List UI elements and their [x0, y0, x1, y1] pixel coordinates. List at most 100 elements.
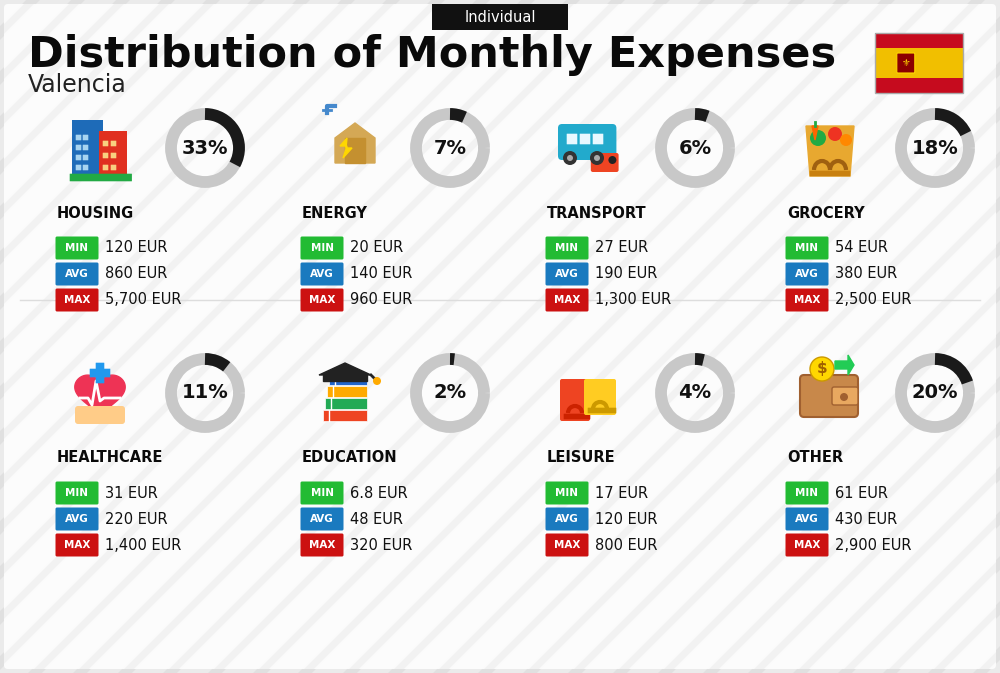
FancyBboxPatch shape: [300, 236, 344, 260]
Circle shape: [567, 155, 573, 161]
FancyBboxPatch shape: [558, 124, 616, 160]
Text: AVG: AVG: [555, 269, 579, 279]
FancyBboxPatch shape: [300, 289, 344, 312]
Circle shape: [608, 156, 616, 164]
FancyBboxPatch shape: [546, 289, 588, 312]
Text: 2,500 EUR: 2,500 EUR: [835, 293, 912, 308]
FancyBboxPatch shape: [584, 379, 616, 415]
FancyBboxPatch shape: [580, 134, 590, 144]
Text: Distribution of Monthly Expenses: Distribution of Monthly Expenses: [28, 34, 836, 76]
Circle shape: [563, 151, 577, 165]
FancyBboxPatch shape: [56, 289, 98, 312]
FancyBboxPatch shape: [810, 171, 850, 176]
Text: ⚜: ⚜: [901, 58, 910, 68]
FancyBboxPatch shape: [72, 120, 103, 176]
FancyBboxPatch shape: [56, 481, 98, 505]
Text: AVG: AVG: [795, 514, 819, 524]
Circle shape: [592, 156, 600, 164]
Text: MIN: MIN: [310, 243, 334, 253]
FancyBboxPatch shape: [786, 481, 828, 505]
FancyBboxPatch shape: [786, 507, 828, 530]
Polygon shape: [75, 375, 125, 419]
Text: 190 EUR: 190 EUR: [595, 267, 657, 281]
FancyBboxPatch shape: [70, 174, 132, 181]
Text: 7%: 7%: [434, 139, 466, 157]
Text: OTHER: OTHER: [787, 450, 843, 466]
Text: 48 EUR: 48 EUR: [350, 511, 403, 526]
Text: 6%: 6%: [678, 139, 712, 157]
FancyBboxPatch shape: [875, 48, 963, 78]
Text: MIN: MIN: [66, 488, 88, 498]
Text: HOUSING: HOUSING: [57, 205, 134, 221]
Text: MAX: MAX: [309, 540, 335, 550]
FancyBboxPatch shape: [567, 134, 577, 144]
FancyBboxPatch shape: [76, 135, 81, 140]
FancyBboxPatch shape: [897, 53, 915, 73]
Circle shape: [373, 377, 381, 385]
Circle shape: [840, 393, 848, 401]
FancyBboxPatch shape: [546, 236, 588, 260]
Polygon shape: [335, 123, 375, 163]
Text: Individual: Individual: [464, 9, 536, 24]
Text: 20%: 20%: [912, 384, 958, 402]
FancyBboxPatch shape: [83, 145, 88, 150]
FancyBboxPatch shape: [83, 135, 88, 140]
FancyBboxPatch shape: [300, 507, 344, 530]
FancyBboxPatch shape: [75, 406, 125, 424]
FancyBboxPatch shape: [875, 78, 963, 93]
Text: MIN: MIN: [556, 488, 578, 498]
Text: MAX: MAX: [64, 295, 90, 305]
Text: 2,900 EUR: 2,900 EUR: [835, 538, 912, 553]
FancyBboxPatch shape: [588, 408, 616, 413]
FancyBboxPatch shape: [327, 386, 367, 397]
FancyBboxPatch shape: [111, 141, 116, 146]
FancyBboxPatch shape: [103, 153, 108, 158]
Text: 17 EUR: 17 EUR: [595, 485, 648, 501]
FancyBboxPatch shape: [83, 165, 88, 170]
Text: LEISURE: LEISURE: [547, 450, 616, 466]
Circle shape: [828, 127, 842, 141]
Text: 5,700 EUR: 5,700 EUR: [105, 293, 182, 308]
FancyBboxPatch shape: [83, 155, 88, 160]
Text: MIN: MIN: [66, 243, 88, 253]
FancyBboxPatch shape: [56, 236, 98, 260]
Polygon shape: [319, 363, 371, 375]
Polygon shape: [340, 138, 352, 158]
Text: MAX: MAX: [554, 295, 580, 305]
Text: 430 EUR: 430 EUR: [835, 511, 897, 526]
Text: 800 EUR: 800 EUR: [595, 538, 658, 553]
Text: 220 EUR: 220 EUR: [105, 511, 168, 526]
Text: AVG: AVG: [310, 269, 334, 279]
FancyBboxPatch shape: [546, 481, 588, 505]
FancyBboxPatch shape: [591, 153, 619, 172]
Text: 120 EUR: 120 EUR: [595, 511, 658, 526]
FancyBboxPatch shape: [786, 534, 828, 557]
FancyBboxPatch shape: [564, 414, 590, 419]
Text: MIN: MIN: [796, 488, 818, 498]
FancyBboxPatch shape: [300, 481, 344, 505]
Text: MAX: MAX: [554, 540, 580, 550]
Text: AVG: AVG: [65, 269, 89, 279]
Text: MAX: MAX: [794, 295, 820, 305]
FancyBboxPatch shape: [76, 165, 81, 170]
Circle shape: [594, 155, 600, 161]
Text: MAX: MAX: [794, 540, 820, 550]
Text: TRANSPORT: TRANSPORT: [547, 205, 647, 221]
Text: AVG: AVG: [555, 514, 579, 524]
Text: 11%: 11%: [182, 384, 228, 402]
Text: 61 EUR: 61 EUR: [835, 485, 888, 501]
FancyBboxPatch shape: [329, 374, 367, 385]
FancyBboxPatch shape: [786, 289, 828, 312]
FancyBboxPatch shape: [786, 236, 828, 260]
FancyBboxPatch shape: [560, 379, 590, 421]
Text: MIN: MIN: [556, 243, 578, 253]
Text: MAX: MAX: [64, 540, 90, 550]
Text: 380 EUR: 380 EUR: [835, 267, 897, 281]
Circle shape: [810, 130, 826, 146]
Text: GROCERY: GROCERY: [787, 205, 865, 221]
FancyBboxPatch shape: [546, 534, 588, 557]
Text: 6.8 EUR: 6.8 EUR: [350, 485, 408, 501]
FancyBboxPatch shape: [96, 363, 104, 384]
FancyBboxPatch shape: [432, 4, 568, 30]
FancyBboxPatch shape: [103, 165, 108, 170]
